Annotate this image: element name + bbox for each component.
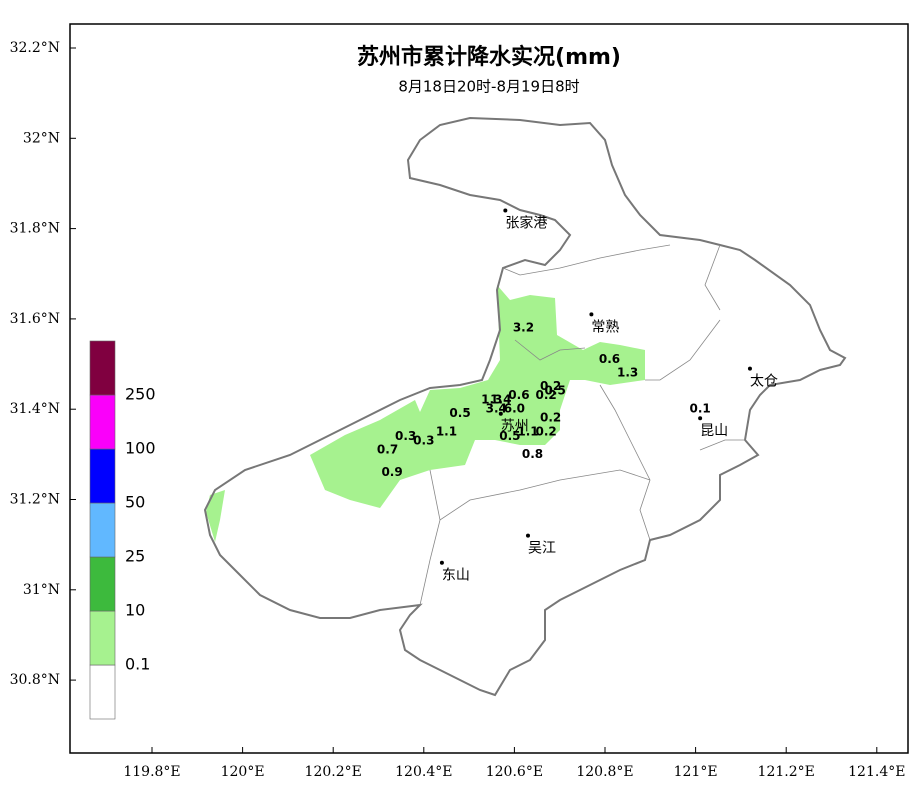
- station-value: 0.2: [535, 424, 556, 438]
- lon-tick-label: 119.8°E: [123, 764, 180, 780]
- station-value: 0.5: [545, 384, 566, 398]
- lat-tick-label: 31°N: [23, 582, 60, 598]
- station-value: 0.5: [449, 406, 470, 420]
- lon-tick-label: 121.4°E: [848, 764, 905, 780]
- station-value: 0.7: [377, 442, 398, 456]
- city-dot: [698, 416, 703, 421]
- lon-tick-label: 120°E: [221, 764, 265, 780]
- legend-swatch: [89, 340, 116, 396]
- station-value: 1.3: [617, 366, 638, 380]
- city-dot: [589, 312, 594, 317]
- lon-tick-label: 121°E: [674, 764, 718, 780]
- city-dot: [525, 533, 530, 538]
- district-border: [419, 244, 745, 606]
- city-label: 昆山: [700, 423, 728, 439]
- lon-tick-label: 120.2°E: [305, 764, 362, 780]
- lat-tick-label: 32°N: [23, 130, 60, 146]
- station-value: 0.9: [381, 465, 402, 479]
- station-value: 0.2: [540, 379, 561, 393]
- lon-tick-label: 121.2°E: [758, 764, 815, 780]
- city-dot: [439, 560, 444, 565]
- legend-level: 10: [125, 601, 145, 620]
- city-label: 张家港: [505, 215, 547, 232]
- lat-tick-label: 31.6°N: [10, 311, 60, 327]
- station-value: 0.5: [499, 429, 520, 443]
- city-label: 东山: [442, 568, 470, 584]
- region-outline: [203, 116, 847, 697]
- legend-swatch: [89, 394, 116, 450]
- station-value: 3.2: [513, 320, 534, 334]
- legend-swatch: [89, 502, 116, 558]
- city-label: 苏州: [501, 419, 529, 435]
- city-label: 吴江: [528, 541, 556, 557]
- station-value: 1.1: [436, 424, 457, 438]
- legend-swatch: [89, 448, 116, 504]
- legend-level: 100: [125, 439, 156, 458]
- legend-swatch: [89, 664, 116, 720]
- station-value: 1.4: [490, 393, 511, 407]
- map-title: 苏州市累计降水实况(mm): [357, 44, 621, 70]
- map-subtitle: 8月18日20时-8月19日8时: [398, 78, 579, 96]
- legend-level: 250: [125, 385, 156, 404]
- station-value: 0.8: [522, 447, 543, 461]
- lon-tick-label: 120.8°E: [576, 764, 633, 780]
- station-value: 0.6: [508, 388, 529, 402]
- legend-swatch: [89, 610, 116, 666]
- lat-tick-label: 31.2°N: [10, 492, 60, 508]
- city-dot: [747, 366, 752, 371]
- station-value: 0.3: [413, 433, 434, 447]
- station-value: 1.3: [481, 393, 502, 407]
- city-label: 太仓: [750, 374, 778, 390]
- station-value: 0.6: [599, 352, 620, 366]
- city-dot: [503, 208, 508, 213]
- lon-tick-label: 120.4°E: [395, 764, 452, 780]
- legend-level: 25: [125, 547, 145, 566]
- legend-swatch: [89, 556, 116, 612]
- lat-tick-label: 32.2°N: [10, 40, 60, 56]
- rain-area: [206, 285, 645, 542]
- station-value: 0.2: [540, 411, 561, 425]
- lat-tick-label: 31.4°N: [10, 401, 60, 417]
- lat-tick-label: 31.8°N: [10, 221, 60, 237]
- station-value: 3.4: [486, 402, 507, 416]
- city-dot: [498, 411, 503, 416]
- lat-tick-label: 30.8°N: [10, 672, 60, 688]
- legend-level: 0.1: [125, 655, 150, 674]
- city-label: 常熟: [591, 319, 619, 335]
- station-value: 0.3: [395, 429, 416, 443]
- station-value: 1.1: [517, 424, 538, 438]
- station-value: 0.2: [535, 388, 556, 402]
- legend-level: 50: [125, 493, 145, 512]
- station-value: 6.0: [504, 402, 525, 416]
- station-value: 0.1: [689, 402, 710, 416]
- lon-tick-label: 120.6°E: [486, 764, 543, 780]
